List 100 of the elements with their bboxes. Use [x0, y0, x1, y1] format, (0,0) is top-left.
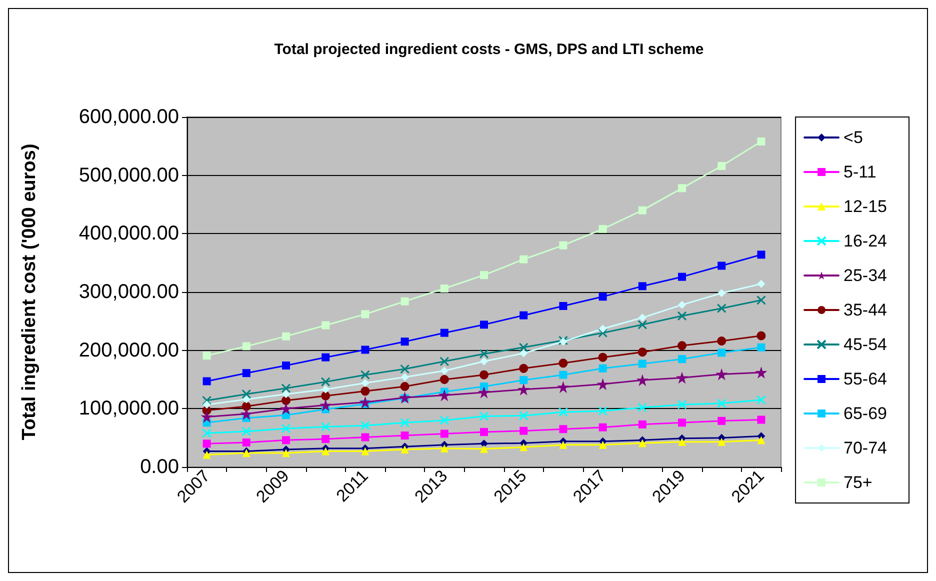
point [202, 428, 212, 438]
point [202, 400, 211, 409]
point [520, 443, 528, 452]
point [400, 297, 409, 306]
point [598, 225, 607, 233]
point [638, 320, 648, 330]
point [756, 295, 766, 305]
point [518, 342, 528, 352]
point [520, 255, 528, 264]
point [518, 383, 530, 396]
point [280, 402, 292, 415]
legend-label: 70-74 [844, 438, 888, 458]
point [242, 402, 251, 411]
point [520, 426, 528, 435]
point [440, 356, 450, 366]
point [678, 184, 686, 192]
point [755, 366, 768, 378]
point [242, 438, 250, 446]
point [360, 370, 370, 380]
point [281, 424, 291, 434]
point [677, 311, 687, 321]
point [598, 352, 608, 362]
legend-label: 5-11 [844, 162, 876, 182]
y-axis-title: Total ingredient cost ('000 euros) [19, 144, 40, 440]
point [480, 428, 488, 436]
point [638, 439, 646, 448]
point [242, 426, 252, 436]
point [398, 392, 411, 404]
point [281, 384, 291, 393]
legend-label: 55-64 [844, 370, 888, 388]
point [440, 430, 448, 438]
point [480, 357, 488, 366]
y-tick-label: 300,000.00 [78, 281, 179, 303]
point [636, 374, 648, 386]
point [361, 433, 370, 442]
point [440, 328, 448, 337]
point [718, 416, 726, 425]
point [557, 381, 570, 394]
point [322, 321, 330, 330]
point [240, 408, 252, 420]
point [638, 314, 646, 322]
point [638, 402, 648, 412]
point [202, 377, 211, 386]
point [757, 416, 766, 424]
point [518, 410, 528, 420]
point [757, 250, 766, 259]
point [202, 396, 212, 406]
point [598, 292, 607, 301]
point [757, 436, 766, 444]
point [677, 400, 687, 410]
legend-label: 45-54 [844, 335, 888, 354]
point [282, 390, 290, 398]
point [440, 375, 449, 384]
point [361, 346, 370, 354]
chart-title: Total projected ingredient costs - GMS, DPS and LTI scheme [274, 41, 704, 58]
point [438, 389, 450, 402]
point [520, 349, 528, 358]
point [440, 366, 448, 375]
point [361, 447, 370, 456]
point [479, 349, 489, 359]
legend-label: 65-69 [844, 404, 888, 423]
legend-label: 12-15 [844, 197, 888, 216]
point [480, 320, 488, 329]
point [480, 444, 488, 453]
point [717, 336, 726, 346]
point [400, 418, 410, 428]
point [678, 438, 686, 446]
point [400, 432, 409, 440]
point [596, 378, 609, 390]
point [559, 440, 568, 449]
point [480, 440, 488, 448]
point [638, 420, 646, 428]
point [359, 396, 372, 408]
point [479, 412, 489, 421]
point [400, 338, 409, 346]
point [757, 280, 766, 288]
point [718, 162, 726, 170]
y-tick-label: 500,000.00 [78, 164, 179, 186]
point [480, 271, 488, 280]
point [202, 440, 211, 448]
point [322, 385, 330, 394]
point [200, 410, 213, 423]
point [598, 324, 607, 333]
point [638, 348, 647, 357]
legend-label: 75+ [844, 473, 872, 492]
y-tick-label: 100,000.00 [78, 398, 179, 420]
point [558, 407, 568, 417]
point [559, 425, 568, 434]
point [598, 364, 607, 372]
point [718, 262, 726, 270]
point [282, 436, 290, 444]
point [716, 398, 726, 408]
point [321, 391, 330, 400]
point [400, 373, 409, 382]
point [638, 282, 646, 290]
point [242, 395, 250, 404]
point [320, 399, 332, 412]
point [678, 355, 686, 364]
y-tick-label: 0.00 [140, 456, 179, 478]
point [440, 416, 450, 426]
